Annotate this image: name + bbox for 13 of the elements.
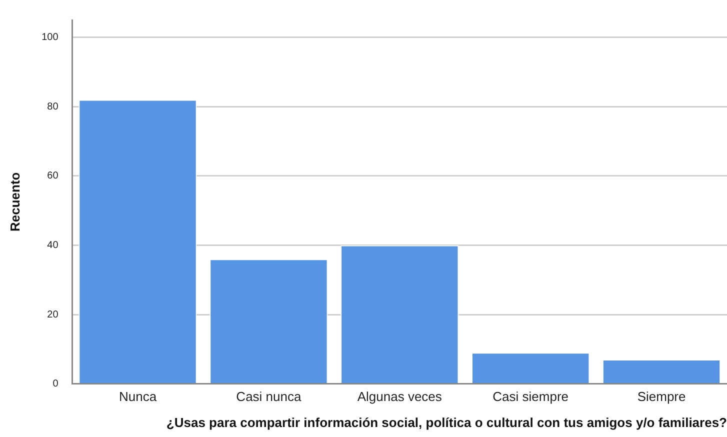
y-tick-label: 20 [47, 309, 59, 320]
x-tick-label: Nunca [118, 389, 158, 404]
y-tick-label: 80 [47, 101, 59, 112]
x-tick-label: Casi nunca [236, 389, 302, 404]
x-tick-label: Siempre [637, 389, 686, 404]
y-axis-title: Recuento [7, 172, 22, 232]
y-tick-label: 40 [47, 240, 59, 251]
x-tick-label: Casi siempre [492, 389, 569, 404]
y-tick-label: 100 [42, 32, 59, 44]
x-tick-label: Algunas veces [357, 389, 442, 404]
y-tick-label: 0 [52, 378, 59, 390]
x-axis-title: ¿Usas para compartir información social, política o cultural con tus amigos y/o familiares? [166, 414, 727, 430]
y-tick-label: 60 [47, 170, 59, 182]
